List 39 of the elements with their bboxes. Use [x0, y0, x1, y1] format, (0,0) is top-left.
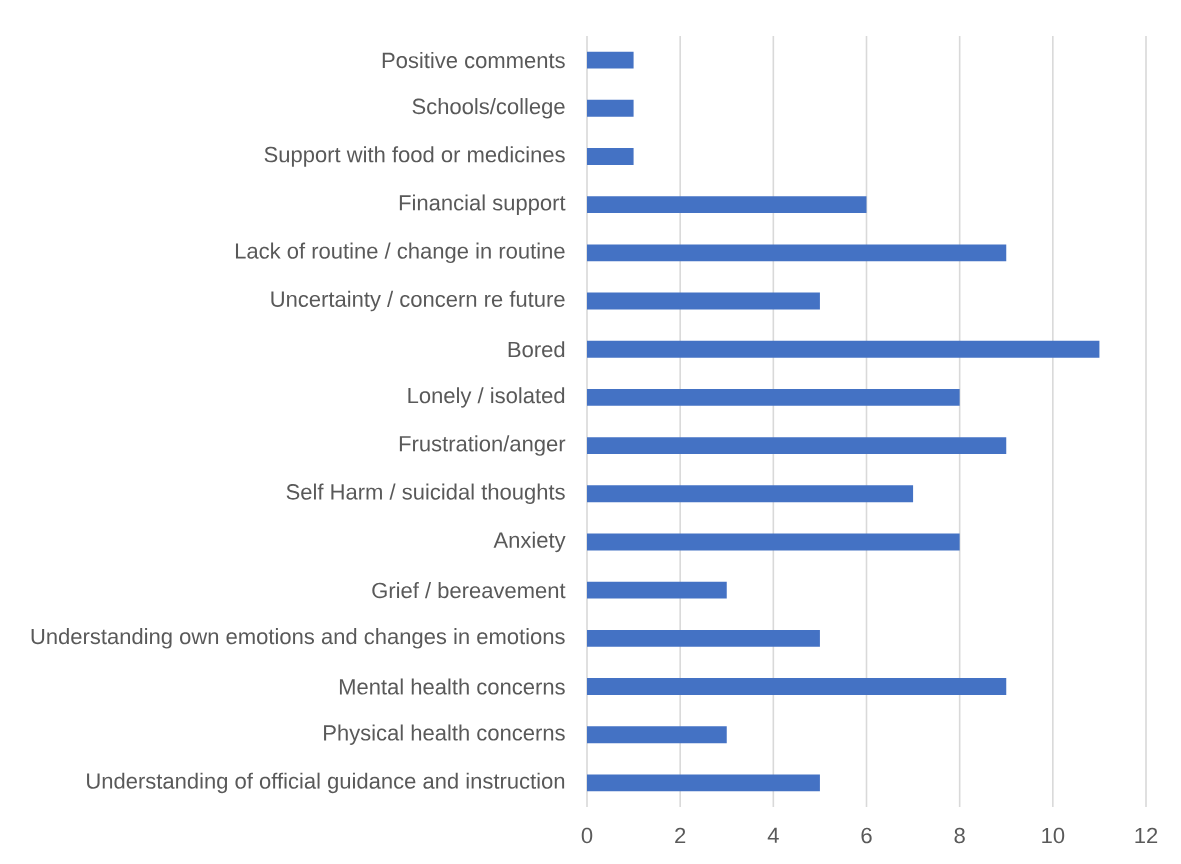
y-tick-label: Physical health concerns — [324, 724, 565, 745]
bar — [587, 388, 960, 406]
y-tick-label: Positive comments — [382, 52, 565, 69]
y-tick-label: Frustration/anger — [399, 435, 566, 456]
bar — [587, 244, 1007, 262]
x-tick-label: 12 — [1135, 827, 1158, 844]
bar — [587, 340, 1100, 358]
y-tick-label: Lonely / isolated — [408, 387, 565, 408]
bar — [587, 99, 634, 117]
y-tick-label: Schools/college — [412, 98, 565, 119]
x-tick-label: 2 — [675, 827, 686, 844]
x-tick-label: 8 — [954, 827, 965, 844]
x-tick-label: 4 — [767, 827, 779, 843]
y-tick-label: Anxiety — [493, 531, 566, 553]
y-tick-label: Bored — [508, 341, 565, 358]
y-tick-label: Uncertainty / concern re future — [271, 290, 565, 312]
x-tick-label: 10 — [1042, 827, 1065, 844]
y-tick-label: Understanding of official guidance and instruction — [87, 772, 565, 794]
y-tick-label: Self Harm / suicidal thoughts — [286, 483, 565, 505]
bar — [587, 292, 820, 310]
bar — [587, 581, 727, 599]
bar — [587, 437, 1007, 455]
y-tick-label: Lack of routine / change in routine — [235, 242, 565, 264]
bar — [587, 774, 820, 792]
bar — [587, 678, 1007, 695]
bar — [587, 51, 634, 69]
x-tick-label: 6 — [861, 827, 872, 844]
bar — [587, 726, 727, 744]
bar — [587, 485, 914, 503]
bar — [587, 148, 634, 165]
y-tick-label: Support with food or medicines — [264, 146, 565, 167]
y-tick-label: Grief / bereavement — [372, 582, 566, 599]
y-tick-label: Understanding own emotions and changes in emotions — [31, 628, 565, 649]
bar — [587, 196, 867, 214]
y-tick-label: Financial support — [399, 194, 566, 215]
bar — [587, 629, 820, 647]
bar — [587, 533, 960, 551]
x-tick-label: 0 — [581, 827, 593, 844]
y-tick-label: Mental health concerns — [339, 678, 565, 695]
